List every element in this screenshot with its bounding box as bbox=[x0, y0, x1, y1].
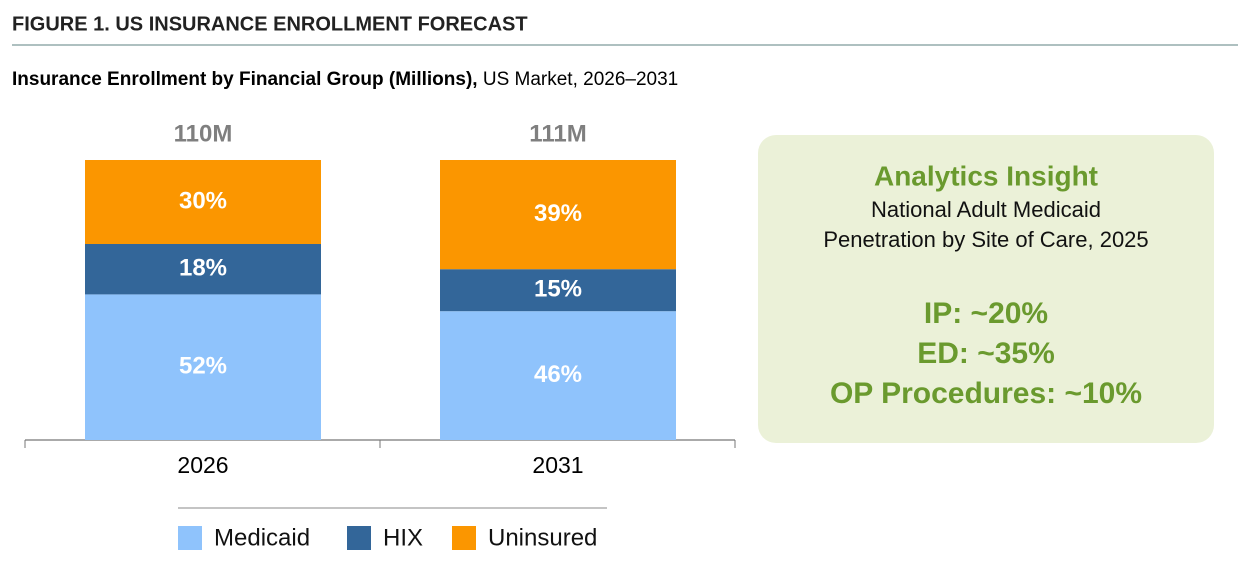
bar-segment bbox=[85, 294, 321, 440]
legend-label: Uninsured bbox=[488, 524, 597, 551]
bar-segment bbox=[440, 311, 676, 440]
value-label: 15% bbox=[534, 276, 582, 303]
insight-stat: OP Procedures: ~10% bbox=[830, 377, 1142, 410]
x-tick-label: 2031 bbox=[532, 452, 583, 478]
bar-segment bbox=[440, 269, 676, 312]
legend-swatch bbox=[347, 526, 371, 550]
bar-segment bbox=[440, 160, 676, 270]
legend-label: HIX bbox=[383, 524, 423, 551]
x-tick-label: 2026 bbox=[177, 452, 228, 478]
bar-segment bbox=[85, 244, 321, 295]
insight-line: Penetration by Site of Care, 2025 bbox=[823, 227, 1148, 252]
legend-swatch bbox=[452, 526, 476, 550]
value-label: 18% bbox=[179, 255, 227, 282]
insight-line: National Adult Medicaid bbox=[871, 197, 1101, 222]
insight-box bbox=[758, 135, 1214, 443]
value-label: 39% bbox=[534, 200, 582, 227]
insight-stat: ED: ~35% bbox=[917, 337, 1055, 370]
value-label: 30% bbox=[179, 187, 227, 214]
value-label: 52% bbox=[179, 353, 227, 380]
subtitle-bold: Insurance Enrollment by Financial Group … bbox=[12, 69, 478, 90]
insight-stat: IP: ~20% bbox=[924, 297, 1048, 330]
legend-label: Medicaid bbox=[214, 524, 310, 551]
insight-title: Analytics Insight bbox=[874, 160, 1098, 191]
subtitle: Insurance Enrollment by Financial Group … bbox=[12, 69, 678, 90]
total-label: 111M bbox=[529, 120, 586, 147]
legend-swatch bbox=[178, 526, 202, 550]
bar-segment bbox=[85, 160, 321, 244]
total-label: 110M bbox=[174, 120, 233, 147]
value-label: 46% bbox=[534, 361, 582, 388]
chart-title: FIGURE 1. US INSURANCE ENROLLMENT FORECA… bbox=[12, 13, 528, 35]
subtitle-text: US Market, 2026–2031 bbox=[483, 69, 678, 90]
